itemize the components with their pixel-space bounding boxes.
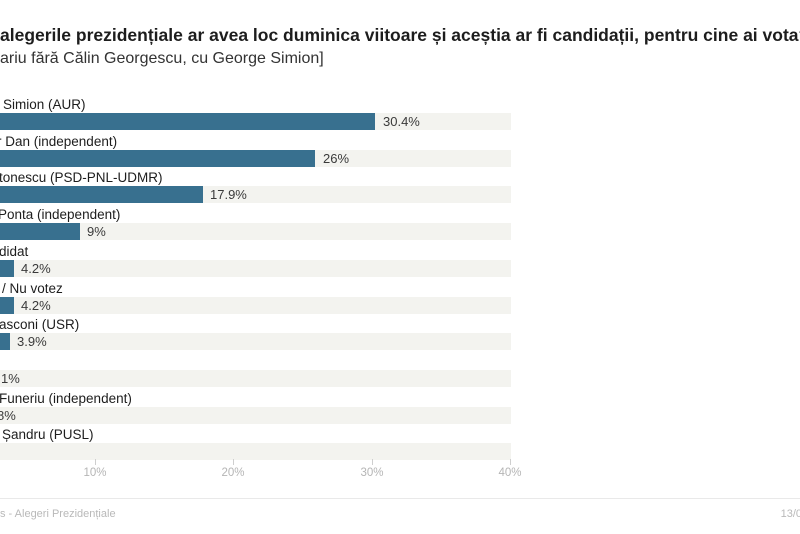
bar-fill [0,149,315,167]
bar-track: 26% [0,149,511,167]
bar-row-label: Simion (AUR) [3,97,86,112]
bar-fill [0,333,10,351]
axis-tick-mark [372,459,373,465]
axis-tick-label: 30% [360,467,384,479]
bar-row-label: asconi (USR) [0,317,80,333]
bar-track: 8% [0,406,511,424]
bar-value-label: 4.2% [21,260,51,276]
bar-value-label: 4.2% [21,297,51,313]
bar-fill [0,296,14,314]
bar-row-label: Ponta (independent) [0,207,121,223]
bar-track: 9% [0,223,511,241]
bar-fill [0,223,80,241]
bar-row-label: didat [0,243,29,259]
bar-value-label: 9% [87,224,106,240]
bar-value-label: 26% [323,150,350,166]
footer-date: 13/0 [780,508,800,520]
bar-track [0,443,511,461]
bar-fill [0,259,14,277]
bar-value-label: 3.9% [17,334,47,350]
bar-track: 1% [0,369,511,387]
chart-subtitle: ariu fără Călin Georgescu, cu George Sim… [0,50,324,67]
bar-track: 4.2% [0,296,511,314]
bar-track: 17.9% [0,186,511,204]
axis-tick-mark [233,459,234,465]
chart-title: alegerile prezidențiale ar avea loc dumi… [0,25,800,45]
bar-value-label: 8% [0,407,16,423]
bar-value-label: 1% [1,370,20,386]
footer-divider [0,498,800,499]
bar-value-label: 30.4% [383,114,420,129]
bar-track: 30.4% [0,113,511,130]
bar-row-label: Funeriu (independent) [0,390,132,406]
bar-row-label: Șandru (PUSL) [2,427,94,443]
bar-value-label: 17.9% [210,187,247,203]
footer-source: s - Alegeri Prezidențiale [0,508,116,520]
bar-fill [0,186,203,204]
bar-track: 4.2% [0,259,511,277]
axis-tick-label: 20% [221,467,245,479]
axis-tick-mark [95,459,96,465]
bar-row-label: / Nu votez [2,280,63,296]
bar-row-label: tonescu (PSD-PNL-UDMR) [0,170,163,186]
bar-track: 3.9% [0,333,511,351]
axis-tick-label: 40% [498,467,522,479]
bar-fill [0,113,375,130]
axis-tick-label: 10% [83,467,107,479]
axis-tick-mark [510,459,511,465]
bar-row-label: r Dan (independent) [0,133,118,149]
